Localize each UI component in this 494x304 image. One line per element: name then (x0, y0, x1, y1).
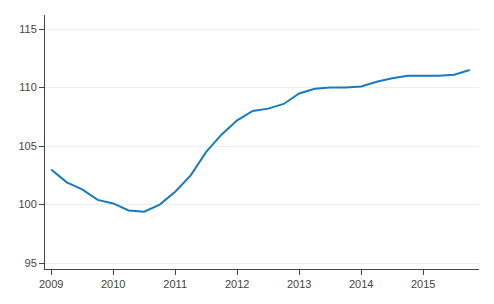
svg-text:2009: 2009 (39, 278, 63, 290)
svg-text:100: 100 (18, 198, 36, 210)
svg-text:2011: 2011 (163, 278, 187, 290)
svg-text:115: 115 (19, 23, 37, 35)
svg-text:105: 105 (18, 140, 36, 152)
svg-text:2012: 2012 (225, 278, 249, 290)
svg-text:2010: 2010 (101, 278, 125, 290)
svg-text:2013: 2013 (287, 278, 311, 290)
svg-text:2014: 2014 (349, 278, 373, 290)
svg-text:95: 95 (25, 257, 37, 269)
svg-text:2015: 2015 (411, 278, 435, 290)
svg-text:110: 110 (19, 81, 37, 93)
